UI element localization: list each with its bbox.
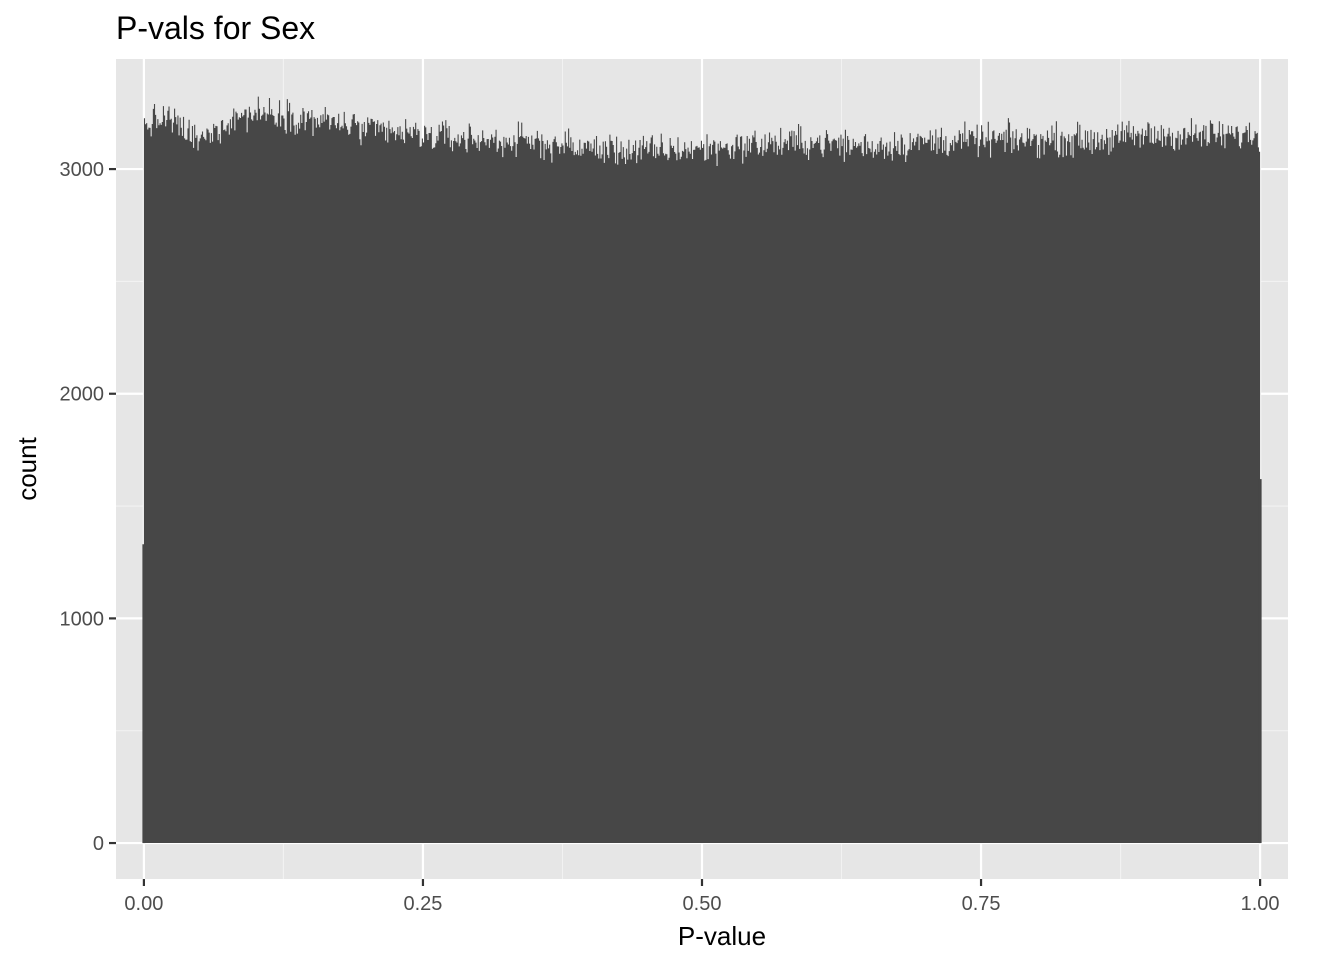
x-tick-label: 0.25 bbox=[403, 893, 442, 915]
y-tick-label: 3000 bbox=[60, 159, 105, 181]
histogram-edge-bin bbox=[142, 544, 146, 844]
y-axis: 0 1000 2000 3000 bbox=[60, 159, 116, 855]
y-tick-label: 0 bbox=[93, 833, 104, 855]
histogram-bars bbox=[142, 96, 1262, 844]
x-axis: 0.00 0.25 0.50 0.75 1.00 bbox=[124, 879, 1280, 915]
y-tick-label: 2000 bbox=[60, 384, 105, 406]
chart-title: P-vals for Sex bbox=[116, 10, 315, 46]
y-tick-label: 1000 bbox=[60, 608, 105, 630]
x-axis-label: P-value bbox=[678, 921, 766, 951]
histogram-body bbox=[143, 96, 1261, 844]
x-tick-label: 0.75 bbox=[962, 893, 1001, 915]
y-axis-label: count bbox=[12, 436, 42, 500]
x-tick-label: 1.00 bbox=[1241, 893, 1280, 915]
x-tick-label: 0.00 bbox=[124, 893, 163, 915]
x-tick-label: 0.50 bbox=[683, 893, 722, 915]
histogram-edge-bin bbox=[1258, 479, 1262, 844]
